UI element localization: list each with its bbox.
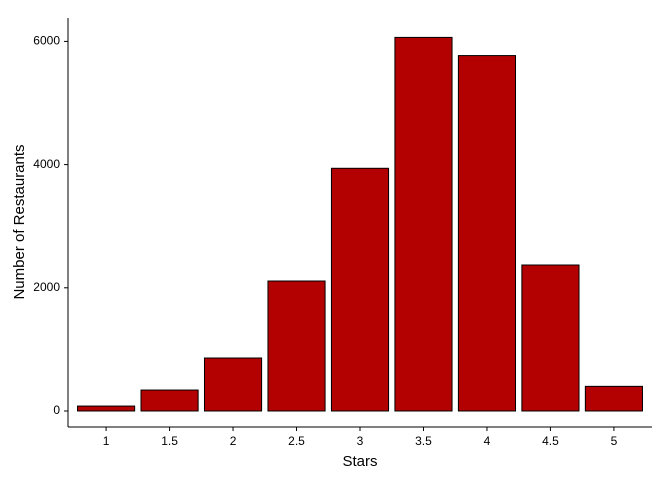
- y-tick-label: 4000: [33, 157, 60, 171]
- bar: [203, 357, 263, 412]
- bar: [584, 385, 643, 412]
- bar: [77, 405, 136, 412]
- bar: [521, 264, 580, 412]
- y-tick-label: 6000: [33, 34, 60, 48]
- x-tick-label: 3.5: [415, 434, 432, 448]
- y-tick-label: 2000: [33, 280, 60, 294]
- x-tick-label: 1: [103, 434, 110, 448]
- x-tick-label: 4.5: [542, 434, 559, 448]
- x-axis-title: Stars: [342, 453, 377, 470]
- x-tick-label: 2.5: [288, 434, 305, 448]
- bar: [140, 389, 199, 412]
- y-tick-label: 0: [53, 403, 60, 417]
- x-tick-label: 1.5: [161, 434, 178, 448]
- y-axis-title: Number of Restaurants: [11, 144, 28, 299]
- x-tick-label: 4: [484, 434, 491, 448]
- x-tick-label: 5: [611, 434, 618, 448]
- bar: [394, 36, 453, 412]
- bar: [267, 280, 326, 412]
- x-tick-label: 3: [357, 434, 364, 448]
- bar: [330, 167, 390, 412]
- x-tick-label: 2: [230, 434, 237, 448]
- bar: [457, 55, 517, 412]
